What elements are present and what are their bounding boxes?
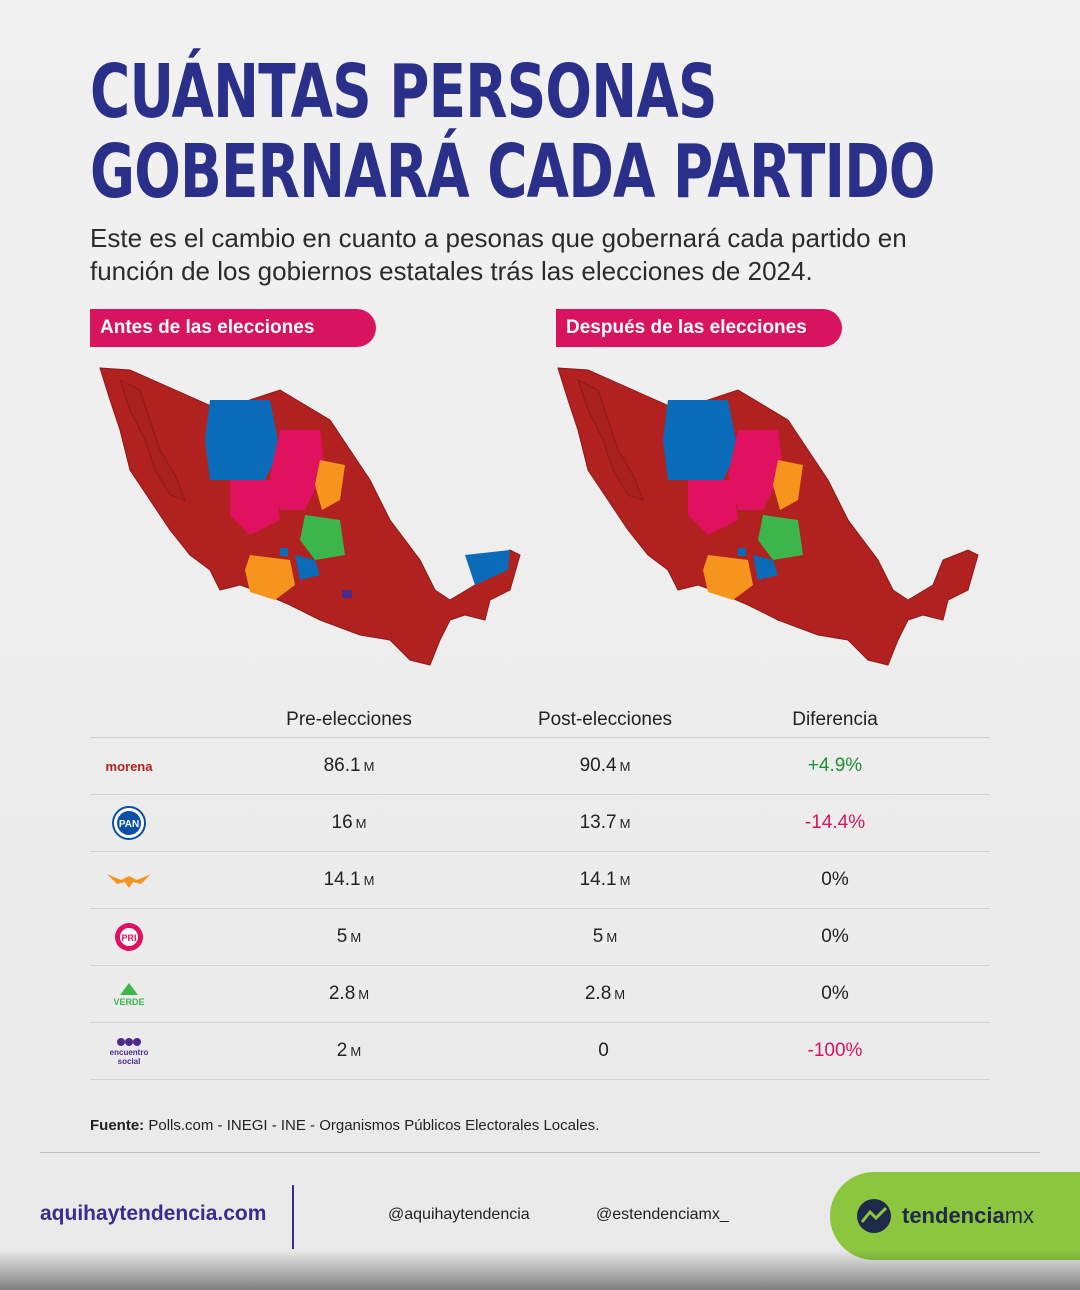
post-value: 14.1 M <box>579 869 631 890</box>
header-post: Post-elecciones <box>537 709 673 730</box>
table-row: morena 86.1 M 90.4 M +4.9% <box>90 738 990 795</box>
post-value: 2.8 M <box>584 983 626 1004</box>
region-aguascalientes-pan <box>280 548 288 556</box>
source-note: Fuente: Polls.com - INEGI - INE - Organi… <box>90 1117 599 1134</box>
table-row: 14.1 M 14.1 M 0% <box>90 852 990 909</box>
divider <box>40 1152 1040 1153</box>
bottom-fade <box>0 1250 1080 1290</box>
map-before-elections <box>99 367 521 666</box>
region-guanajuato-pan <box>753 555 778 580</box>
region-chihuahua-pan <box>663 400 738 480</box>
brand-name: tendenciamx <box>902 1203 1035 1228</box>
diff-value: +4.9% <box>807 755 863 776</box>
region-chihuahua-pan <box>205 400 280 480</box>
header-diff: Diferencia <box>792 709 878 730</box>
table-row: VERDE 2.8 M 2.8 M 0% <box>90 966 990 1023</box>
page-title: CUÁNTAS PERSONAS GOBERNARÁ CADA PARTIDO <box>90 49 935 215</box>
footer-divider <box>292 1185 294 1249</box>
subtitle: Este es el cambio en cuanto a pesonas qu… <box>90 223 907 286</box>
pan-logo: PAN <box>90 806 168 840</box>
post-value: 90.4 M <box>579 755 631 776</box>
region-durango-pri <box>688 480 738 535</box>
map-after-elections <box>557 367 979 666</box>
region-aguascalientes-pan <box>738 548 746 556</box>
diff-value: 0% <box>821 926 849 947</box>
header-pre: Pre-elecciones <box>286 709 412 730</box>
pvem-logo: VERDE <box>90 981 168 1007</box>
region-durango-pri <box>230 480 280 535</box>
social-handle-1[interactable]: @aquihaytendencia <box>388 1206 530 1223</box>
pre-value: 86.1 M <box>323 755 375 776</box>
region-jalisco-mc <box>703 555 753 600</box>
brand-logo-icon <box>857 1199 891 1233</box>
region-coahuila-pri <box>270 430 325 510</box>
pre-value: 16 M <box>331 812 367 833</box>
diff-value: -14.4% <box>804 812 866 833</box>
region-guanajuato-pan <box>295 555 320 580</box>
svg-text:PRI: PRI <box>121 933 136 943</box>
pre-value: 14.1 M <box>323 869 375 890</box>
region-coahuila-pri <box>728 430 783 510</box>
source-text: Polls.com - INEGI - INE - Organismos Púb… <box>148 1117 600 1134</box>
pre-value: 2.8 M <box>328 983 370 1004</box>
pri-logo: PRI <box>90 921 168 953</box>
diff-value: -100% <box>807 1040 863 1061</box>
diff-value: 0% <box>821 869 849 890</box>
region-yucatan-pan <box>465 550 510 585</box>
site-link[interactable]: aquihaytendencia.com <box>40 1202 267 1225</box>
region-slp-pvem <box>758 515 803 560</box>
social-handle-2[interactable]: @estendenciamx_ <box>596 1206 729 1223</box>
source-label: Fuente: <box>90 1117 145 1134</box>
results-table: Pre-elecciones Post-elecciones Diferenci… <box>90 700 990 1080</box>
pes-logo: encuentro social <box>90 1036 168 1066</box>
post-value: 0 <box>598 1040 609 1061</box>
tag-before-elections: Antes de las elecciones <box>90 309 376 347</box>
diff-value: 0% <box>821 983 849 1004</box>
table-row: PAN 16 M 13.7 M -14.4% <box>90 795 990 852</box>
morena-logo: morena <box>105 758 153 774</box>
region-slp-pvem <box>300 515 345 560</box>
region-nuevoleon-mc <box>315 460 345 510</box>
post-value: 13.7 M <box>579 812 631 833</box>
tag-after-elections: Después de las elecciones <box>556 309 842 347</box>
table-header: Pre-elecciones Post-elecciones Diferenci… <box>90 700 990 738</box>
brand-badge: tendenciamx <box>830 1172 1080 1260</box>
region-jalisco-mc <box>245 555 295 600</box>
region-tlaxcala-pes <box>342 590 352 598</box>
region-nuevoleon-mc <box>773 460 803 510</box>
mc-eagle-icon <box>90 870 168 890</box>
svg-text:PAN: PAN <box>119 819 139 830</box>
